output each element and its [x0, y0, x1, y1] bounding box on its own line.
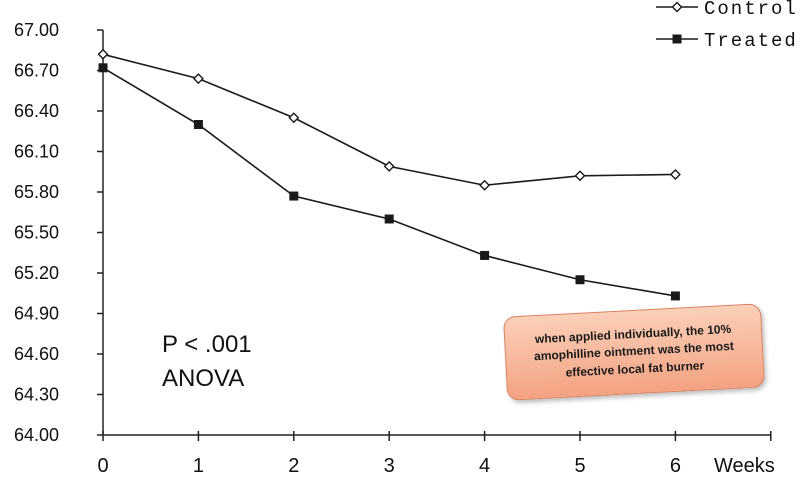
x-axis: 0 1 2 3 4 5 6	[97, 431, 772, 477]
y-tick-label: 64.30	[14, 385, 59, 405]
x-tick-label: 6	[670, 455, 681, 477]
treated-point	[289, 191, 299, 201]
treated-series-line	[102, 67, 676, 297]
control-point	[97, 48, 109, 60]
control-point	[383, 160, 395, 172]
control-point	[479, 179, 491, 191]
control-point	[288, 112, 300, 124]
treated-point	[193, 120, 203, 129]
x-tick-label: 3	[384, 455, 395, 477]
y-tick-label: 64.90	[14, 304, 59, 324]
treated-point	[575, 275, 585, 285]
y-tick-label: 66.70	[14, 61, 59, 81]
y-tick-label: 66.10	[14, 142, 59, 162]
legend-control-label: Control	[704, 0, 798, 20]
y-axis: 64.00 64.30 64.60 64.90 65.20 65.50 65.80 66.10…	[14, 20, 104, 445]
treated-point	[480, 250, 490, 260]
x-tick-label: 4	[479, 455, 490, 477]
y-tick-label: 65.50	[14, 223, 59, 243]
y-tick-label: 65.80	[14, 182, 59, 202]
legend: Control Treated	[656, 0, 798, 52]
annotation-note: when applied individually, the 10% amoph…	[502, 303, 766, 401]
treated-point	[670, 291, 680, 301]
legend-control-marker	[671, 1, 683, 13]
x-axis-label: Weeks	[714, 455, 775, 477]
legend-treated-marker	[672, 34, 682, 44]
legend-treated-label: Treated	[704, 30, 798, 52]
anova-text: ANOVA	[162, 365, 244, 392]
x-tick-label: 2	[288, 455, 299, 477]
y-tick-label: 64.00	[14, 425, 59, 445]
control-point	[574, 170, 586, 182]
series-group	[97, 48, 681, 301]
control-point	[192, 73, 204, 85]
y-tick-label: 66.40	[14, 101, 59, 121]
x-tick-label: 0	[97, 455, 108, 477]
x-tick-label: 5	[574, 455, 585, 477]
treated-point	[98, 63, 108, 73]
y-tick-label: 65.20	[14, 263, 59, 283]
y-tick-label: 67.00	[14, 20, 59, 40]
y-tick-label: 64.60	[14, 344, 59, 364]
control-point	[669, 168, 681, 180]
annotation-note-text: when applied individually, the 10% amoph…	[533, 321, 735, 380]
x-tick-label: 1	[193, 455, 204, 477]
treated-point	[384, 214, 394, 224]
p-value-text: P < .001	[162, 331, 252, 358]
